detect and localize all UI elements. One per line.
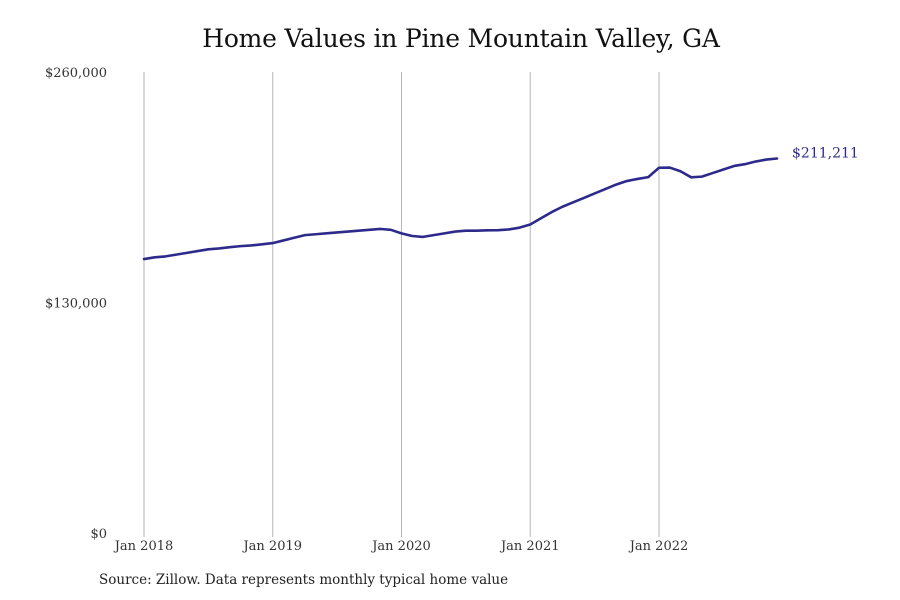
grid-lines [143, 72, 660, 537]
y-axis-ticks: $0 $130,000 $260,000 [45, 66, 107, 542]
x-axis-ticks: Jan 2018 Jan 2019 Jan 2020 Jan 2021 Jan 2022 [113, 539, 689, 554]
chart-title: Home Values in Pine Mountain Valley, GA [202, 24, 720, 53]
y-tick-label: $0 [90, 527, 107, 542]
series-line [142, 157, 779, 261]
y-tick-label: $130,000 [45, 297, 107, 312]
y-tick-label: $260,000 [45, 66, 107, 81]
end-value-label: $211,211 [792, 146, 859, 162]
source-note: Source: Zillow. Data represents monthly … [99, 572, 509, 588]
series-layer: $211,211 [142, 146, 859, 261]
x-tick-label: Jan 2022 [628, 539, 689, 554]
x-tick-label: Jan 2018 [113, 539, 174, 554]
x-tick-label: Jan 2019 [241, 539, 302, 554]
x-tick-label: Jan 2020 [370, 539, 431, 554]
x-tick-label: Jan 2021 [499, 539, 560, 554]
